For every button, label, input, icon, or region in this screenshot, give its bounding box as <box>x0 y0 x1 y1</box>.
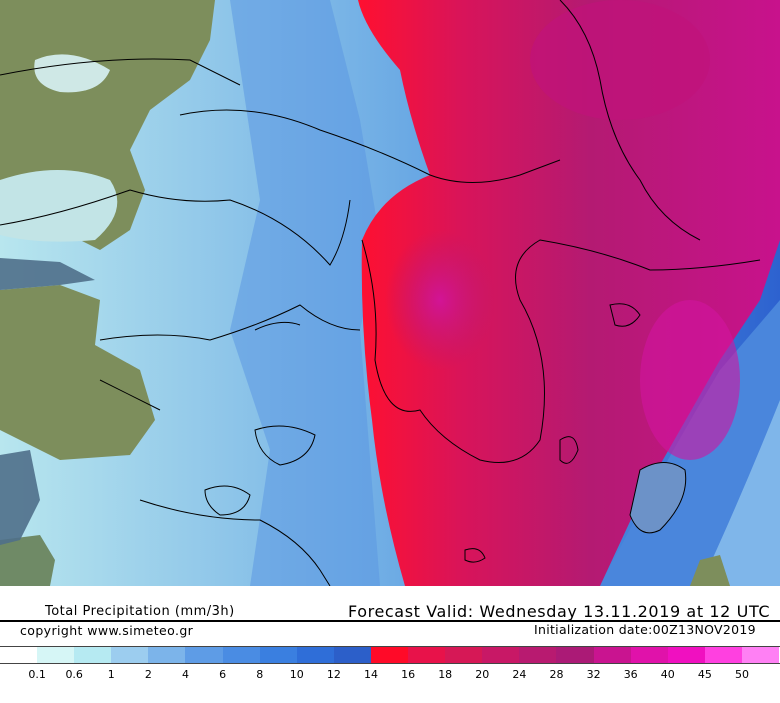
scale-swatch <box>37 647 75 663</box>
scale-tick-label: 36 <box>623 668 638 681</box>
scale-swatch <box>148 647 186 663</box>
sea-patch-w <box>0 258 95 290</box>
scale-swatch <box>222 647 260 663</box>
scale-tick-label: 20 <box>475 668 490 681</box>
color-scale <box>0 646 780 664</box>
land-light-patch <box>34 54 110 93</box>
forecast-valid-text: Forecast Valid: Wednesday 13.11.2019 at … <box>348 602 771 621</box>
coastlines <box>0 0 761 586</box>
copyright-text: copyright www.simeteo.gr <box>20 623 194 638</box>
scale-tick-label: 10 <box>289 668 304 681</box>
scale-tick-label: 18 <box>438 668 453 681</box>
scale-swatch <box>74 647 112 663</box>
scale-tick-label: 24 <box>512 668 527 681</box>
scale-tick-label: 4 <box>182 668 189 681</box>
land-mass-w <box>0 285 155 460</box>
divider <box>0 620 780 622</box>
scale-swatch <box>741 647 779 663</box>
scale-swatch <box>556 647 594 663</box>
map-title: Total Precipitation (mm/3h) <box>45 604 235 619</box>
scale-swatch <box>704 647 742 663</box>
scale-swatch <box>333 647 371 663</box>
precipitation-map <box>0 0 780 586</box>
blue-precip-se-light <box>700 400 780 586</box>
scale-swatch <box>111 647 149 663</box>
sea-patch-sw <box>0 450 40 545</box>
scale-tick-label: 50 <box>735 668 749 681</box>
scale-tick-label: 16 <box>401 668 416 681</box>
initialization-text: Initialization date:00Z13NOV2019 <box>534 622 756 637</box>
scale-swatch <box>0 647 38 663</box>
scale-swatch <box>667 647 705 663</box>
scale-swatch <box>593 647 631 663</box>
scale-ticks: 0.1 0.6 1 2 4 6 8 10 12 14 16 18 20 24 28 32 36 40 45 50 <box>0 668 780 684</box>
scale-swatch <box>630 647 668 663</box>
scale-tick-label: 6 <box>219 668 227 681</box>
scale-swatch <box>445 647 483 663</box>
scale-swatch <box>519 647 557 663</box>
info-panel: Total Precipitation (mm/3h) Forecast Val… <box>0 586 780 703</box>
scale-tick-label: 1 <box>107 668 115 681</box>
scale-swatch <box>370 647 409 663</box>
scale-swatch <box>185 647 223 663</box>
scale-swatch <box>408 647 446 663</box>
scale-tick-label: 0.6 <box>65 668 83 681</box>
scale-tick-label: 40 <box>660 668 675 681</box>
land-mass-sw <box>0 535 55 586</box>
map-canvas <box>0 0 780 586</box>
scale-tick-label: 32 <box>586 668 601 681</box>
scale-tick-label: 14 <box>364 668 378 681</box>
island-se <box>629 462 687 534</box>
scale-tick-label: 8 <box>256 668 264 681</box>
scale-tick-label: 2 <box>144 668 152 681</box>
peak-precip-core <box>385 230 495 370</box>
scale-tick-label: 0.1 <box>28 668 46 681</box>
land-light-band <box>0 170 118 242</box>
mid-precip-band <box>230 0 380 586</box>
scale-swatch <box>259 647 297 663</box>
peak-precip-se <box>640 300 740 460</box>
scale-swatch <box>296 647 334 663</box>
scale-tick-label: 28 <box>549 668 564 681</box>
scale-tick-label: 12 <box>326 668 341 681</box>
scale-tick-label: 45 <box>697 668 712 681</box>
scale-swatch <box>482 647 520 663</box>
peak-precip-north <box>530 0 710 120</box>
land-se-corner <box>690 555 730 586</box>
